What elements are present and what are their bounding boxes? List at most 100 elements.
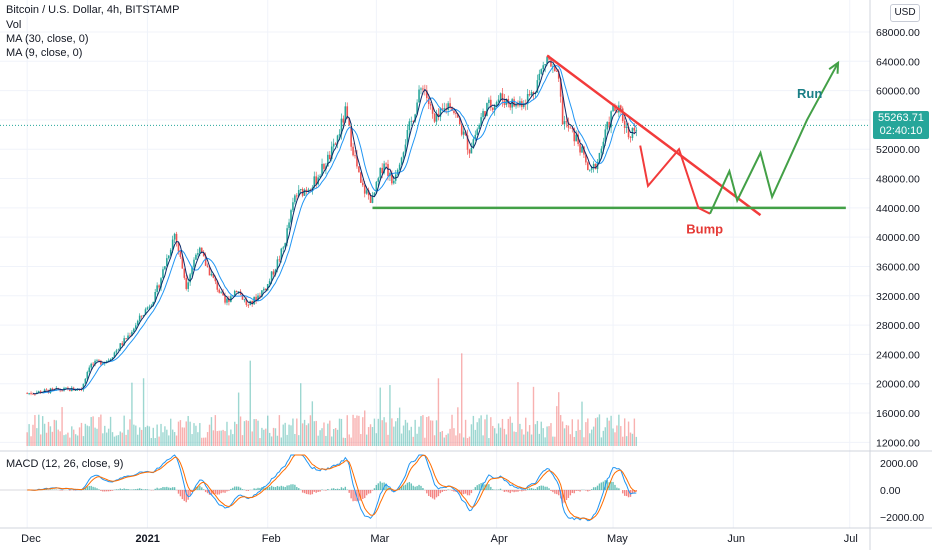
macd-histogram-bar: [45, 489, 48, 490]
candle-body: [117, 349, 120, 351]
volume-bar: [606, 417, 608, 446]
candle-body: [243, 299, 246, 301]
candle-body: [245, 299, 248, 305]
macd-histogram-bar: [201, 487, 203, 490]
legend-ma9[interactable]: MA (9, close, 0): [6, 47, 83, 59]
candle-body: [561, 96, 564, 125]
volume-bar: [253, 419, 255, 446]
price-tick-label: 52000.00: [876, 144, 920, 156]
volume-bar: [486, 414, 488, 446]
candle-body: [544, 64, 546, 66]
macd-legend[interactable]: MACD (12, 26, close, 9): [6, 458, 124, 470]
macd-histogram-bar: [546, 486, 548, 490]
volume-bar: [109, 416, 112, 446]
volume-bar: [332, 429, 335, 446]
macd-histogram-bar: [107, 490, 110, 492]
macd-histogram-bar: [563, 490, 566, 503]
volume-bar: [71, 426, 73, 446]
volume-bar: [443, 437, 445, 446]
candle-body: [237, 291, 240, 293]
candle-body: [352, 146, 354, 156]
candle-body: [307, 189, 310, 192]
macd-histogram-bar: [532, 488, 535, 490]
volume-bar: [131, 382, 133, 446]
macd-histogram-bar: [575, 490, 577, 491]
volume-bar: [317, 435, 319, 446]
macd-histogram-bar: [212, 490, 215, 495]
volume-bar: [107, 428, 110, 446]
candle-body: [241, 294, 244, 300]
currency-button[interactable]: USD: [890, 4, 920, 22]
legend-ma30[interactable]: MA (30, close, 0): [6, 33, 89, 45]
macd-histogram-bar: [389, 488, 391, 490]
candle-body: [280, 248, 283, 260]
macd-histogram-bar: [90, 485, 92, 490]
volume-bar: [591, 429, 593, 446]
macd-histogram-bar: [476, 485, 478, 490]
macd-histogram-bar: [513, 490, 515, 493]
candle-body: [323, 163, 325, 169]
candle-body: [629, 137, 632, 138]
volume-bar: [315, 420, 317, 446]
candle-body: [189, 274, 191, 283]
volume-bar: [356, 415, 358, 446]
candle-body: [381, 167, 383, 174]
volume-bar: [160, 423, 162, 446]
candle-body: [69, 388, 71, 392]
volume-bar: [321, 428, 323, 446]
volume-bar: [352, 414, 354, 446]
candle-body: [177, 242, 180, 252]
macd-histogram-bar: [222, 490, 224, 493]
volume-bar: [301, 423, 304, 446]
macd-histogram-bar: [257, 487, 259, 490]
volume-bar: [478, 418, 480, 446]
candle-body: [138, 315, 141, 321]
volume-bar: [140, 429, 143, 446]
candle-body: [493, 105, 496, 110]
volume-bar: [600, 437, 603, 446]
volume-bar: [484, 419, 486, 446]
candle-body: [96, 360, 98, 362]
candle-body: [272, 271, 275, 275]
volume-bar: [497, 423, 500, 446]
candle-body: [30, 393, 32, 394]
volume-bar: [402, 425, 405, 446]
candle-body: [455, 113, 457, 114]
candle-body: [276, 259, 279, 270]
macd-histogram-bar: [412, 485, 414, 490]
macd-histogram-bar: [461, 490, 463, 496]
macd-histogram-bar: [445, 490, 447, 491]
volume-bar: [53, 419, 56, 446]
volume-bar: [45, 432, 48, 446]
candle-body: [92, 363, 94, 365]
volume-bar: [206, 432, 209, 446]
bump-projection: [639, 145, 711, 215]
volume-bar: [542, 428, 544, 446]
macd-histogram-bar: [410, 483, 412, 490]
macd-histogram-bar: [292, 484, 294, 490]
candle-body: [268, 281, 271, 285]
macd-histogram-bar: [577, 490, 579, 491]
volume-bar: [90, 417, 92, 446]
candle-body: [476, 129, 479, 135]
candle-body: [460, 124, 463, 135]
volume-bar: [191, 434, 193, 446]
volume-bar: [55, 420, 57, 446]
candle-body: [150, 305, 153, 307]
macd-histogram-bar: [373, 488, 376, 490]
candle-body: [105, 360, 108, 362]
candle-body: [346, 106, 349, 118]
price-tick-label: 24000.00: [876, 349, 920, 361]
legend-volume[interactable]: Vol: [6, 19, 22, 31]
volume-bar: [365, 434, 368, 446]
candle-body: [160, 278, 162, 288]
volume-bar: [362, 417, 364, 446]
candle-body: [559, 78, 562, 97]
volume-bar: [286, 434, 288, 446]
volume-bar: [197, 432, 199, 446]
volume-bar: [234, 421, 236, 446]
volume-bar: [561, 421, 564, 446]
volume-bar: [47, 421, 50, 446]
macd-histogram-bar: [523, 490, 525, 491]
